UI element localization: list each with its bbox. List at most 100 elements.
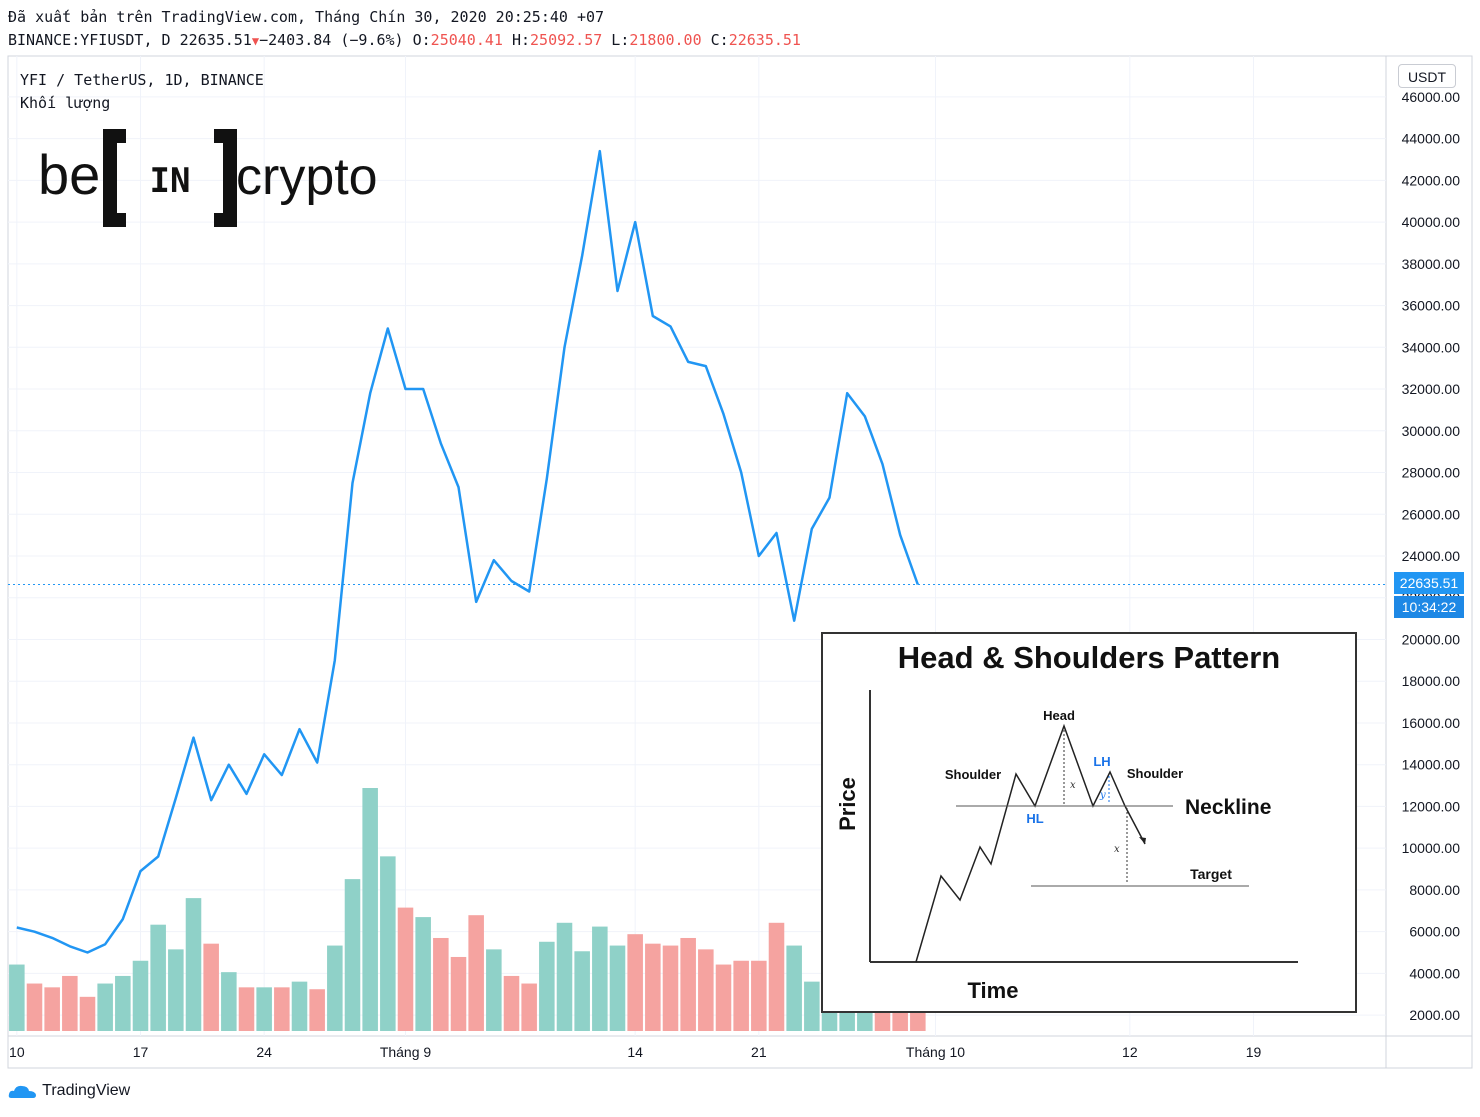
label-neckline: Neckline [1185, 796, 1271, 819]
y-tick-label: 40000.00 [1402, 214, 1461, 230]
close-label: C: [710, 31, 729, 49]
volume-bar [362, 788, 378, 1031]
volume-bar [203, 943, 219, 1031]
last-price-label: 22635.51 [1394, 572, 1464, 594]
series-points [16, 151, 918, 953]
volume-bar [486, 949, 502, 1031]
volume-bar [521, 983, 537, 1031]
volume-bar [274, 987, 290, 1031]
volume-bar [627, 934, 643, 1031]
volume-bar [79, 996, 96, 1031]
volume-bar [804, 981, 820, 1031]
volume-bar [433, 937, 449, 1031]
y-tick-label: 14000.00 [1402, 757, 1461, 773]
y-tick-label: 46000.00 [1402, 89, 1461, 105]
volume-bar [380, 856, 396, 1031]
y-tick-label: 12000.00 [1402, 798, 1461, 814]
tradingview-cloud-icon [8, 1085, 36, 1098]
volume-bar [26, 983, 43, 1031]
volume-bar [344, 879, 361, 1031]
beincrypto-logo: be IN crypto [38, 128, 418, 232]
y-tick-label: 32000.00 [1402, 381, 1461, 397]
volume-bar [327, 945, 343, 1031]
price-axis: 2000.00 4000.00 6000.00 8000.00 10000.00 1200… [1402, 89, 1461, 1023]
volume-bar [397, 907, 414, 1031]
x-tick-label: 12 [1122, 1044, 1138, 1060]
pattern-diagram: Price Time Head Shoulder Shoulder HL LH … [835, 690, 1298, 1003]
volume-bar [768, 922, 785, 1031]
volume-bar [715, 964, 732, 1031]
y-tick-label: 36000.00 [1402, 298, 1461, 314]
volume-bar [609, 945, 626, 1031]
volume-bar [680, 937, 696, 1031]
volume-bar [256, 987, 272, 1031]
down-triangle-icon: ▼ [251, 34, 260, 48]
volume-bar [9, 964, 25, 1031]
volume-bar [556, 922, 573, 1031]
volume-bar [97, 983, 113, 1031]
volume-bar [468, 915, 484, 1031]
label-y: y [1099, 790, 1106, 801]
inset-ylabel: Price [835, 777, 860, 831]
volume-bar [662, 945, 679, 1031]
logo-bracket-right [214, 129, 237, 227]
chart-border [7, 55, 1473, 1069]
y-tick-label: 34000.00 [1402, 339, 1461, 355]
label-lh: LH [1093, 754, 1110, 769]
volume-bar [450, 956, 467, 1031]
y-tick-label: 20000.00 [1402, 631, 1461, 647]
volume-bar [539, 941, 555, 1031]
volume-bar [238, 987, 255, 1031]
logo-text-right: crypto [236, 148, 378, 206]
x-tick-label: Tháng 10 [906, 1044, 965, 1060]
open-value: 25040.41 [430, 31, 503, 49]
high-value: 25092.57 [530, 31, 603, 49]
x-tick-label: 24 [256, 1044, 272, 1060]
volume-bar [592, 926, 608, 1031]
bar-countdown-label: 10:34:22 [1394, 596, 1464, 618]
y-tick-label: 16000.00 [1402, 715, 1461, 731]
y-tick-label: 10000.00 [1402, 840, 1461, 856]
tradingview-branding[interactable]: TradingView [8, 1082, 130, 1100]
volume-bar [645, 943, 661, 1031]
volume-bar [132, 960, 149, 1031]
time-axis: 10 17 24 Tháng 9 14 21 Tháng 10 12 19 [9, 1044, 1261, 1060]
volume-bar [733, 960, 749, 1031]
head-shoulders-inset: Head & Shoulders Pattern Price Time Head… [821, 632, 1357, 1013]
x-tick-label: 19 [1246, 1044, 1262, 1060]
volume-bar [150, 924, 166, 1031]
volume-bar [168, 949, 184, 1031]
close-value: 22635.51 [728, 31, 801, 49]
y-tick-label: 38000.00 [1402, 256, 1461, 272]
volume-bar [115, 975, 131, 1031]
y-tick-label: 24000.00 [1402, 548, 1461, 564]
volume-bar [309, 989, 325, 1031]
y-tick-label: 6000.00 [1409, 924, 1460, 940]
volume-bar [698, 949, 714, 1031]
y-tick-label: 26000.00 [1402, 506, 1461, 522]
inset-xlabel: Time [968, 978, 1019, 1003]
volume-bar [291, 981, 308, 1031]
volume-bar [62, 975, 78, 1031]
currency-button[interactable]: USDT [1398, 64, 1456, 88]
volume-bar [751, 960, 767, 1031]
logo-bracket-left [103, 129, 126, 227]
volume-bar [221, 972, 237, 1031]
label-shoulder-left: Shoulder [945, 767, 1001, 782]
volume-bars [9, 788, 926, 1031]
label-x-head: x [1070, 780, 1076, 791]
label-head: Head [1043, 708, 1075, 723]
legend-title: YFI / TetherUS, 1D, BINANCE [20, 71, 264, 89]
volume-bar [910, 1008, 926, 1031]
high-label: H: [511, 31, 531, 49]
pattern-arrowhead [1139, 837, 1146, 844]
tradingview-label: TradingView [42, 1082, 131, 1100]
y-tick-label: 28000.00 [1402, 465, 1461, 481]
label-shoulder-right: Shoulder [1127, 766, 1183, 781]
x-tick-label: 14 [627, 1044, 643, 1060]
low-label: L: [611, 31, 630, 49]
volume-bar [574, 951, 590, 1031]
logo-text-left: be [38, 143, 100, 206]
y-tick-label: 42000.00 [1402, 172, 1461, 188]
